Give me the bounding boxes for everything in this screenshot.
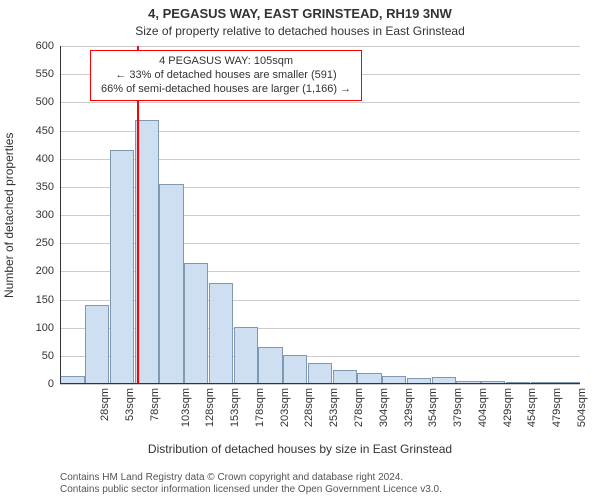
- x-tick-label: 454sqm: [526, 388, 538, 427]
- x-tick-label: 203sqm: [279, 388, 291, 427]
- credits: Contains HM Land Registry data © Crown c…: [60, 472, 580, 496]
- bar: [283, 355, 307, 384]
- bar: [85, 305, 109, 384]
- y-tick-label: 300: [36, 209, 54, 221]
- bar: [184, 263, 208, 384]
- x-axis-line: [60, 383, 580, 384]
- info-box: 4 PEGASUS WAY: 105sqm ← 33% of detached …: [90, 50, 362, 101]
- bar: [258, 347, 282, 384]
- x-tick-label: 354sqm: [427, 388, 439, 427]
- bar: [159, 184, 183, 384]
- bar: [308, 363, 332, 384]
- x-tick-label: 128sqm: [205, 388, 217, 427]
- y-tick-label: 250: [36, 237, 54, 249]
- bar: [209, 283, 233, 384]
- x-tick-label: 178sqm: [254, 388, 266, 427]
- x-tick-label: 429sqm: [502, 388, 514, 427]
- x-tick-label: 28sqm: [99, 388, 111, 421]
- grid-line: [60, 384, 580, 385]
- y-tick-label: 400: [36, 153, 54, 165]
- bar: [234, 327, 258, 384]
- info-line-2: ← 33% of detached houses are smaller (59…: [101, 69, 351, 83]
- x-tick-label: 329sqm: [403, 388, 415, 427]
- x-tick-label: 379sqm: [452, 388, 464, 427]
- x-tick-label: 228sqm: [304, 388, 316, 427]
- x-tick-label: 278sqm: [353, 388, 365, 427]
- x-tick-label: 153sqm: [229, 388, 241, 427]
- credits-line-2: Contains public sector information licen…: [60, 484, 580, 496]
- x-tick-label: 53sqm: [124, 388, 136, 421]
- y-tick-label: 550: [36, 68, 54, 80]
- x-tick-label: 404sqm: [477, 388, 489, 427]
- chart-title: 4, PEGASUS WAY, EAST GRINSTEAD, RH19 3NW: [0, 6, 600, 21]
- credits-line-1: Contains HM Land Registry data © Crown c…: [60, 472, 580, 484]
- bar: [333, 370, 357, 384]
- y-tick-label: 50: [42, 350, 54, 362]
- info-line-1: 4 PEGASUS WAY: 105sqm: [101, 55, 351, 69]
- x-tick-label: 103sqm: [180, 388, 192, 427]
- y-axis-label: Number of detached properties: [2, 132, 16, 297]
- y-tick-label: 450: [36, 125, 54, 137]
- chart-subtitle: Size of property relative to detached ho…: [0, 24, 600, 38]
- bar: [110, 150, 134, 384]
- y-axis-line: [60, 46, 61, 384]
- info-line-3: 66% of semi-detached houses are larger (…: [101, 83, 351, 97]
- y-tick-label: 150: [36, 294, 54, 306]
- y-tick-label: 500: [36, 96, 54, 108]
- x-tick-label: 78sqm: [149, 388, 161, 421]
- x-tick-label: 504sqm: [576, 388, 588, 427]
- y-tick-label: 200: [36, 265, 54, 277]
- y-tick-label: 100: [36, 322, 54, 334]
- x-tick-label: 479sqm: [551, 388, 563, 427]
- y-tick-label: 0: [48, 378, 54, 390]
- y-tick-label: 350: [36, 181, 54, 193]
- x-axis-label: Distribution of detached houses by size …: [0, 442, 600, 456]
- x-tick-label: 253sqm: [328, 388, 340, 427]
- y-tick-label: 600: [36, 40, 54, 52]
- x-tick-label: 304sqm: [378, 388, 390, 427]
